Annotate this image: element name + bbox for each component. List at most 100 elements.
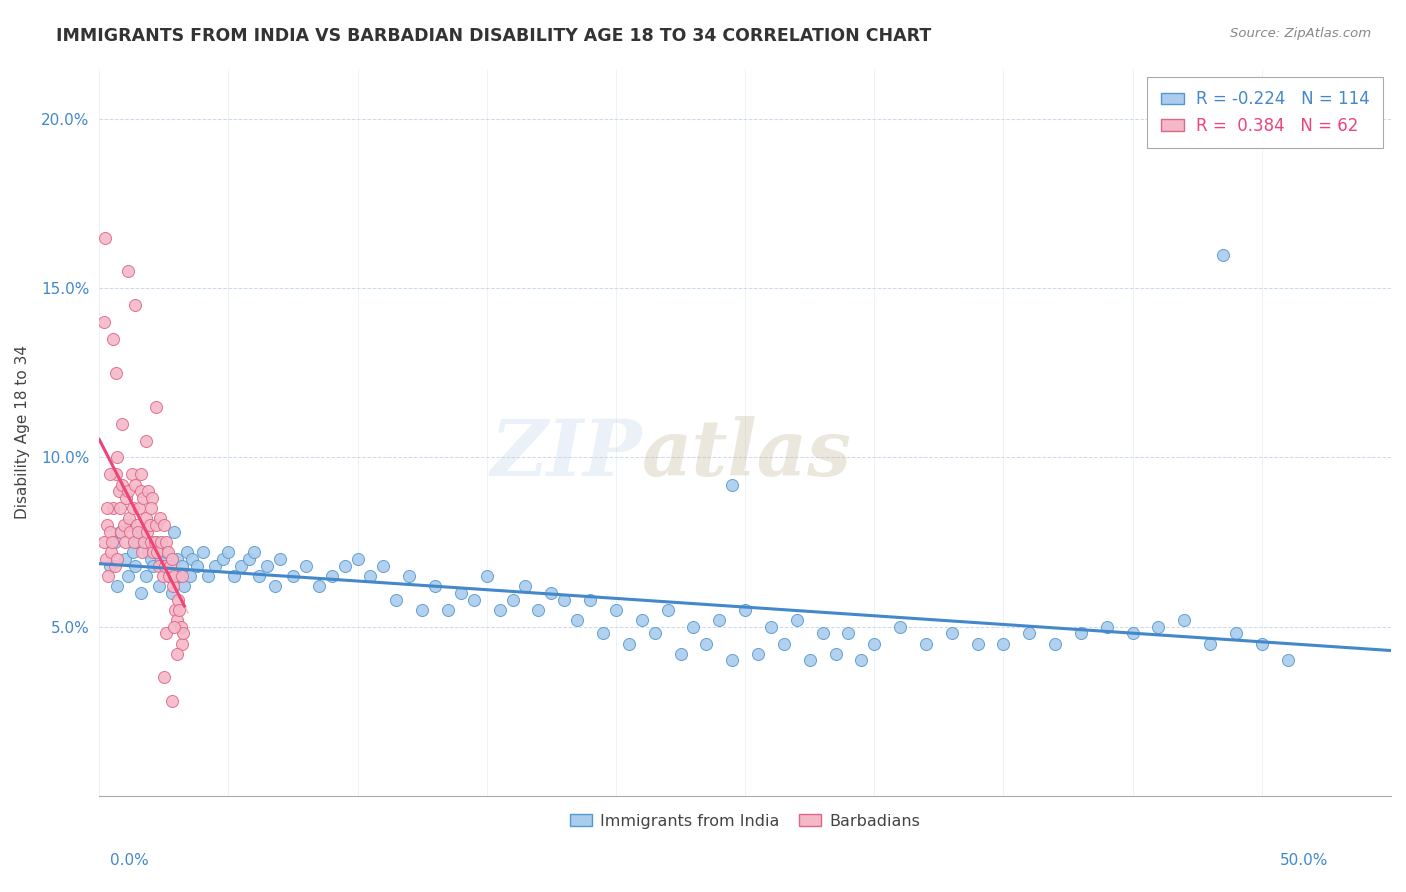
Point — [811, 626, 834, 640]
Point — [321, 569, 343, 583]
Y-axis label: Disability Age 18 to 34: Disability Age 18 to 34 — [15, 345, 30, 519]
Point — [169, 603, 191, 617]
Point — [721, 477, 744, 491]
Point — [1147, 619, 1170, 633]
Point — [135, 511, 157, 525]
Point — [148, 558, 170, 573]
Text: Source: ZipAtlas.com: Source: ZipAtlas.com — [1230, 27, 1371, 40]
Point — [1122, 626, 1144, 640]
Point — [156, 545, 179, 559]
Point — [166, 552, 188, 566]
Point — [915, 636, 938, 650]
Point — [579, 592, 602, 607]
Point — [125, 518, 148, 533]
Point — [104, 535, 127, 549]
Point — [644, 626, 666, 640]
Point — [114, 535, 136, 549]
Point — [108, 524, 131, 539]
Point — [100, 545, 122, 559]
Point — [117, 264, 139, 278]
Point — [360, 569, 382, 583]
Point — [160, 694, 183, 708]
Point — [117, 569, 139, 583]
Point — [129, 467, 152, 482]
Point — [120, 518, 142, 533]
Point — [437, 603, 460, 617]
Point — [142, 558, 165, 573]
Point — [148, 579, 170, 593]
Point — [150, 552, 173, 566]
Point — [135, 569, 157, 583]
Point — [167, 592, 190, 607]
Point — [166, 613, 188, 627]
Point — [682, 619, 704, 633]
Point — [163, 524, 186, 539]
Point — [104, 558, 127, 573]
Point — [128, 501, 150, 516]
Point — [124, 558, 146, 573]
Point — [231, 558, 253, 573]
Point — [153, 558, 176, 573]
Point — [169, 569, 191, 583]
Point — [146, 545, 169, 559]
Point — [152, 518, 174, 533]
Point — [98, 467, 121, 482]
Point — [502, 592, 524, 607]
Point — [1070, 626, 1092, 640]
Point — [121, 501, 143, 516]
Point — [1095, 619, 1118, 633]
Point — [124, 298, 146, 312]
Point — [134, 535, 156, 549]
Point — [863, 636, 886, 650]
Point — [1277, 653, 1299, 667]
Text: ZIP: ZIP — [491, 416, 641, 492]
Point — [169, 619, 191, 633]
Text: 0.0%: 0.0% — [110, 853, 149, 868]
Point — [117, 484, 139, 499]
Point — [93, 535, 115, 549]
Point — [97, 569, 120, 583]
Point — [734, 603, 756, 617]
Point — [136, 545, 159, 559]
Point — [179, 569, 201, 583]
Point — [747, 647, 769, 661]
Point — [695, 636, 717, 650]
Point — [105, 552, 128, 566]
Point — [139, 535, 162, 549]
Point — [152, 558, 174, 573]
Point — [411, 603, 433, 617]
Point — [139, 552, 162, 566]
Point — [112, 518, 135, 533]
Point — [170, 558, 193, 573]
Point — [799, 653, 821, 667]
Point — [157, 569, 180, 583]
Point — [127, 524, 149, 539]
Point — [122, 535, 145, 549]
Point — [124, 477, 146, 491]
Point — [333, 558, 356, 573]
Point — [93, 315, 115, 329]
Point — [773, 636, 796, 650]
Point — [592, 626, 614, 640]
Point — [527, 603, 550, 617]
Point — [173, 579, 195, 593]
Point — [127, 535, 149, 549]
Point — [191, 545, 214, 559]
Point — [121, 467, 143, 482]
Point — [94, 552, 117, 566]
Point — [152, 569, 174, 583]
Point — [170, 636, 193, 650]
Point — [150, 535, 173, 549]
Point — [423, 579, 446, 593]
Point — [217, 545, 239, 559]
Point — [129, 586, 152, 600]
Point — [105, 579, 128, 593]
Point — [463, 592, 485, 607]
Point — [346, 552, 368, 566]
Point — [1018, 626, 1040, 640]
Point — [824, 647, 846, 661]
Point — [181, 552, 204, 566]
Point — [630, 613, 652, 627]
Point — [515, 579, 537, 593]
Point — [145, 535, 167, 549]
